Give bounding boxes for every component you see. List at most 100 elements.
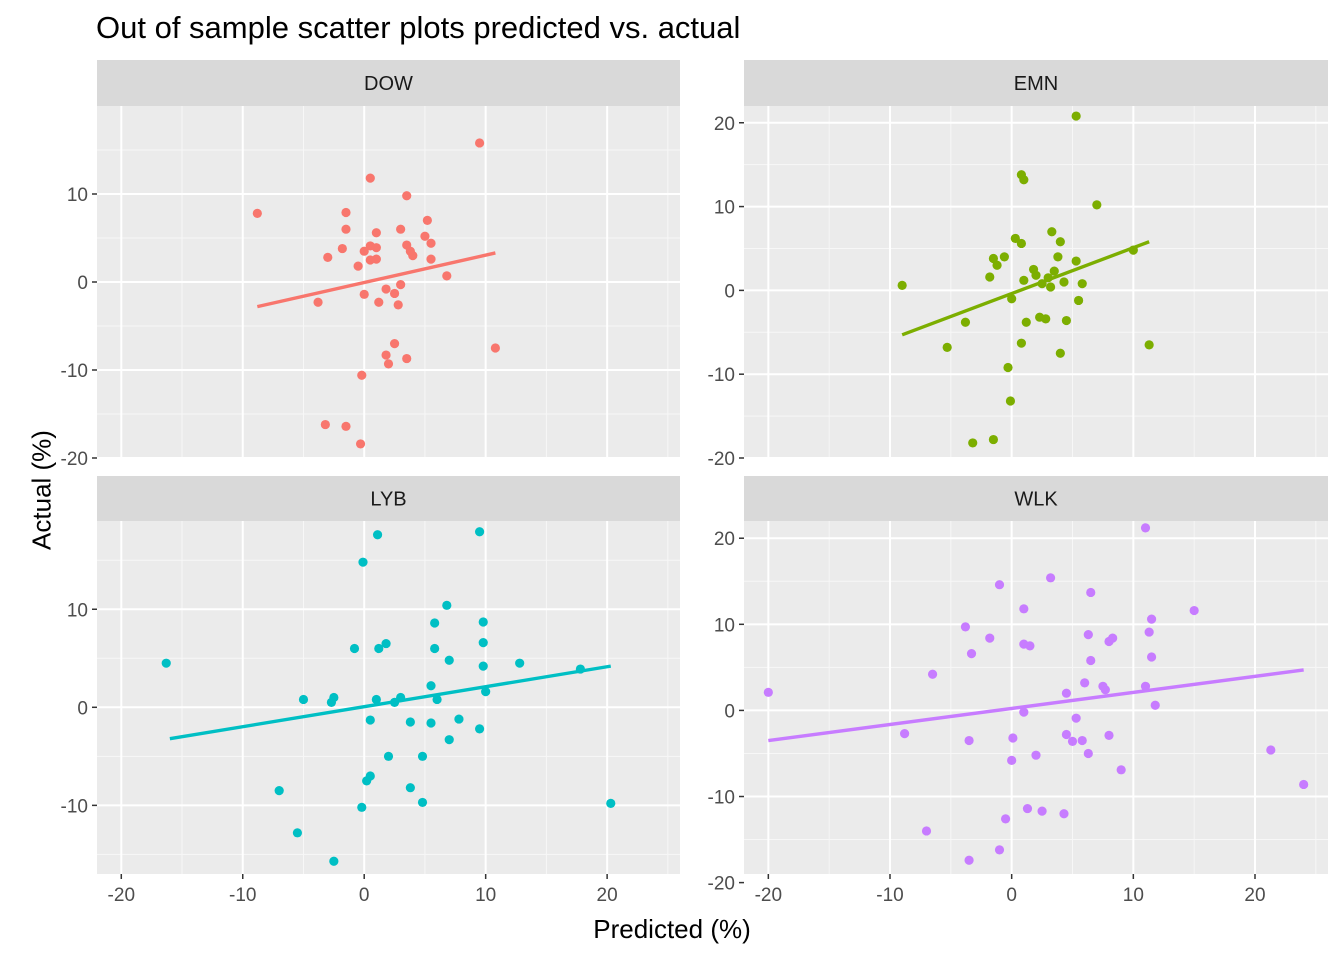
- data-point: [1046, 573, 1056, 583]
- data-point: [444, 735, 454, 745]
- fit-line: [169, 664, 612, 741]
- data-point: [1061, 729, 1072, 740]
- y-tick-label: -20: [61, 449, 88, 470]
- data-point: [430, 618, 440, 628]
- data-point: [1116, 765, 1126, 775]
- data-point: [1019, 604, 1029, 614]
- facet-wlk: WLK -20 -10 0 10 20 -20 -10 0 10 20: [708, 476, 1328, 906]
- data-point: [478, 637, 488, 648]
- data-point: [1071, 256, 1081, 266]
- data-point: [474, 527, 485, 537]
- data-point: [1083, 630, 1093, 640]
- data-point: [374, 643, 384, 654]
- facet-strip-label: LYB: [370, 489, 406, 511]
- data-point: [515, 658, 525, 668]
- data-point: [422, 215, 432, 225]
- data-point: [426, 254, 436, 264]
- data-point: [1146, 652, 1157, 662]
- data-point: [426, 718, 436, 728]
- data-point: [383, 359, 394, 369]
- facet-strip-label: DOW: [364, 73, 413, 95]
- y-tick-label: 10: [714, 198, 735, 219]
- data-point: [1071, 713, 1081, 723]
- data-point: [396, 280, 406, 290]
- data-point: [994, 845, 1005, 855]
- x-axis-label: Predicted (%): [593, 914, 751, 944]
- y-tick-label: 10: [67, 600, 88, 621]
- data-point: [1077, 279, 1087, 289]
- data-point: [389, 288, 400, 299]
- data-point: [1019, 707, 1029, 717]
- data-point: [992, 260, 1002, 270]
- data-point: [337, 243, 347, 254]
- chart-title: Out of sample scatter plots predicted vs…: [96, 10, 741, 45]
- data-point: [341, 224, 351, 234]
- data-point: [359, 246, 369, 256]
- data-point: [454, 714, 464, 724]
- facet-strip-label: EMN: [1014, 73, 1058, 95]
- data-point: [1092, 200, 1102, 210]
- data-point: [341, 421, 351, 431]
- data-point: [430, 643, 440, 654]
- data-point: [1031, 270, 1041, 280]
- data-point: [474, 138, 485, 148]
- facet-strip: [744, 60, 1328, 106]
- data-point: [161, 658, 171, 668]
- data-point: [999, 252, 1009, 262]
- data-point: [326, 697, 337, 708]
- data-point: [988, 434, 999, 445]
- y-tick-label: 20: [714, 114, 735, 135]
- data-point: [1083, 748, 1093, 759]
- data-point: [478, 617, 488, 627]
- data-point: [371, 694, 381, 705]
- y-tick-label: -20: [708, 449, 735, 470]
- data-point: [1144, 627, 1154, 637]
- fit-line: [256, 251, 496, 309]
- data-point: [988, 253, 999, 264]
- data-point: [1073, 295, 1084, 306]
- x-tick-label: -20: [108, 885, 135, 906]
- y-tick-label: 10: [714, 615, 735, 636]
- data-point: [420, 231, 430, 241]
- y-tick-label: -10: [61, 361, 88, 382]
- x-tick-label: 0: [1006, 885, 1017, 906]
- data-point: [897, 280, 907, 290]
- data-point: [927, 669, 938, 679]
- data-point: [1086, 655, 1096, 666]
- data-point: [1041, 314, 1051, 324]
- data-point: [606, 798, 616, 809]
- x-tick-label: 20: [597, 885, 618, 906]
- data-point: [252, 208, 262, 218]
- fit-line: [768, 668, 1304, 743]
- data-point: [1061, 688, 1072, 698]
- data-point: [396, 224, 406, 234]
- data-point: [432, 694, 442, 705]
- panel-background: [744, 106, 1328, 458]
- data-point: [417, 751, 428, 761]
- data-point: [1046, 282, 1056, 292]
- x-tick-label: -10: [876, 885, 903, 906]
- x-tick-label: 10: [1123, 885, 1144, 906]
- data-point: [1299, 779, 1309, 790]
- data-point: [763, 687, 773, 697]
- data-point: [405, 717, 415, 727]
- data-point: [1022, 803, 1033, 814]
- data-point: [1104, 730, 1114, 740]
- data-point: [371, 254, 381, 264]
- data-point: [1037, 806, 1047, 816]
- y-tick-label: 20: [714, 529, 735, 550]
- data-point: [1067, 736, 1078, 747]
- data-point: [359, 289, 369, 299]
- x-tick-label: -10: [229, 885, 256, 906]
- data-point: [357, 802, 367, 812]
- data-point: [320, 419, 330, 430]
- data-point: [381, 284, 391, 294]
- data-point: [1077, 735, 1087, 746]
- y-tick-label: 10: [67, 185, 88, 206]
- data-point: [1008, 733, 1018, 743]
- data-point: [358, 557, 368, 567]
- data-point: [1007, 294, 1017, 304]
- data-point: [402, 353, 412, 364]
- x-tick-label: 10: [475, 885, 496, 906]
- data-point: [1025, 641, 1035, 651]
